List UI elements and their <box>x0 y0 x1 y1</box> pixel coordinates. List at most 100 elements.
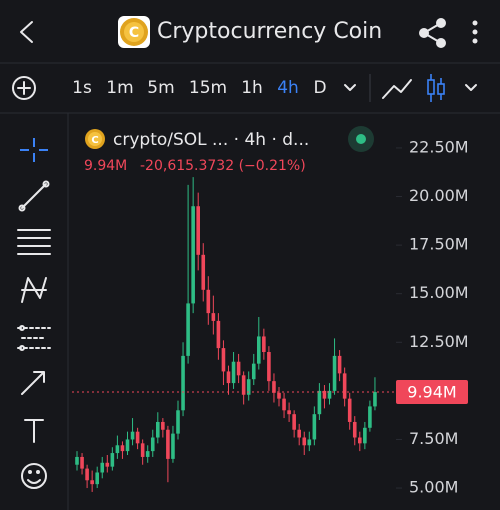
symbol-label: crypto/SOL ... · 4h · d... <box>113 130 309 150</box>
back-button[interactable] <box>20 21 33 43</box>
candle-body <box>150 437 155 452</box>
legend-price: 9.94M <box>84 158 127 174</box>
svg-text:C: C <box>91 135 98 146</box>
interval-button[interactable]: 1h <box>241 78 263 98</box>
candle-body <box>347 398 352 422</box>
coin-icon: C <box>118 16 150 48</box>
text-tool[interactable] <box>24 419 44 443</box>
candle-body <box>312 414 317 440</box>
candle-body <box>282 398 286 411</box>
interval-bar: 1s 1m 5m 15m 1h 4h D <box>72 78 326 98</box>
candle-body <box>211 313 216 321</box>
candle-body <box>322 390 327 399</box>
line-chart-button[interactable] <box>382 79 412 99</box>
fib-tool[interactable] <box>17 229 51 255</box>
candle-body <box>241 375 246 395</box>
y-tick-label: 22.50M <box>409 137 469 156</box>
y-tick-label: 20.00M <box>409 186 469 205</box>
candle-body <box>342 373 347 399</box>
interval-button[interactable]: 1s <box>72 78 92 98</box>
candle-body <box>236 361 241 376</box>
candle-body <box>110 453 115 467</box>
candle-body <box>267 351 271 382</box>
candle-body <box>297 429 301 438</box>
last-price-badge <box>396 380 468 405</box>
candle-body <box>201 254 206 290</box>
candle-body <box>317 390 322 415</box>
last-price-label: 9.94M <box>407 383 456 402</box>
projection-tool[interactable] <box>17 325 51 351</box>
price-chart: 5.00M7.50M10.00M12.50M15.00M17.50M20.00M… <box>72 137 469 497</box>
candle-body <box>156 421 160 438</box>
emoji-tool[interactable] <box>21 463 47 489</box>
candle-body <box>115 445 120 454</box>
candle-body <box>130 431 135 440</box>
pattern-tool[interactable] <box>21 277 47 303</box>
candle-body <box>231 361 236 384</box>
candle-body <box>226 371 231 384</box>
candle-body <box>368 406 372 428</box>
candle-body <box>327 390 332 399</box>
candle-body <box>373 392 377 407</box>
interval-dropdown[interactable] <box>344 84 356 91</box>
candle-body <box>176 410 180 434</box>
svg-text:C: C <box>129 25 139 41</box>
candle-body <box>181 355 185 411</box>
candle-body <box>145 451 150 457</box>
candle-body <box>196 206 200 255</box>
chart-type-dropdown[interactable] <box>465 84 477 91</box>
candle-body <box>120 445 125 452</box>
candle-chart-button[interactable] <box>427 74 445 102</box>
candle-body <box>75 456 79 465</box>
candle-body <box>206 289 211 314</box>
y-tick-label: 7.50M <box>409 429 458 448</box>
candle-body <box>216 320 221 349</box>
crosshair-tool[interactable] <box>20 138 48 162</box>
y-tick-label: 12.50M <box>409 332 469 351</box>
candle-body <box>221 348 226 372</box>
candle-body <box>292 414 296 430</box>
candle-body <box>125 439 130 452</box>
legend: C crypto/SOL ... · 4h · d... 9.94M -20,6… <box>84 126 374 174</box>
candle-body <box>287 410 291 415</box>
candle-body <box>251 363 256 380</box>
candle-body <box>105 462 110 467</box>
candle-body <box>85 468 89 481</box>
candle-body <box>90 480 94 485</box>
candle-body <box>100 462 105 473</box>
candle-body <box>262 336 266 352</box>
candle-body <box>302 437 307 446</box>
candle-body <box>166 429 170 459</box>
interval-button[interactable]: 1m <box>106 78 133 98</box>
add-indicator-button[interactable] <box>12 76 36 100</box>
candle-body <box>161 421 165 430</box>
candle-body <box>140 443 145 457</box>
candle-body <box>332 355 337 391</box>
legend-change: -20,615.3732 (−0.21%) <box>140 158 306 174</box>
more-button[interactable] <box>472 20 478 44</box>
candle-body <box>95 472 99 485</box>
candle-body <box>171 433 175 459</box>
candle-body <box>307 439 312 446</box>
interval-button[interactable]: D <box>313 78 326 98</box>
page-title: Cryptocurrency Coin <box>157 19 382 44</box>
interval-button[interactable]: 15m <box>189 78 227 98</box>
trendline-tool[interactable] <box>18 180 50 212</box>
arrow-tool[interactable] <box>21 371 45 395</box>
interval-button[interactable]: 4h <box>277 78 299 98</box>
candle-body <box>272 381 276 393</box>
candle-body <box>257 336 261 364</box>
share-button[interactable] <box>419 18 446 48</box>
candle-body <box>80 456 84 469</box>
candle-body <box>352 421 357 438</box>
y-tick-label: 5.00M <box>409 478 458 497</box>
candle-body <box>135 431 140 444</box>
candle-body <box>277 392 281 399</box>
interval-button[interactable]: 5m <box>147 78 174 98</box>
candle-body <box>191 206 195 304</box>
y-tick-label: 17.50M <box>409 235 469 254</box>
y-tick-label: 15.00M <box>409 283 469 302</box>
candle-body <box>246 379 251 395</box>
